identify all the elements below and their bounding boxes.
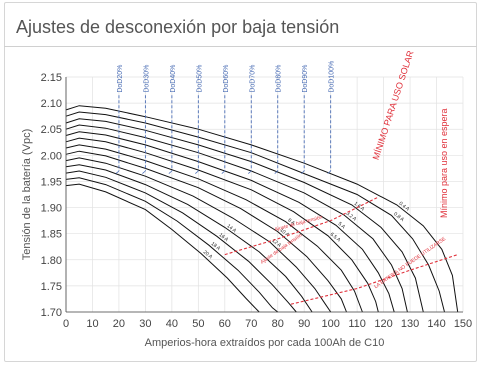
- dod-label: DoD60%: [223, 65, 230, 93]
- x-tick-label: 20: [113, 318, 125, 330]
- y-tick-label: 2.05: [41, 124, 62, 136]
- discharge-curve: [65, 157, 332, 313]
- discharge-curve: [65, 170, 297, 313]
- y-tick-label: 1.80: [41, 255, 62, 267]
- dod-tick: [248, 170, 252, 174]
- curve-label: 10 A: [279, 227, 291, 238]
- dod-markers: DoD20% DoD30% DoD40% DoD50% DoD60% DoD70% DoD8…: [115, 61, 336, 174]
- discharge-curve: [65, 177, 279, 313]
- x-tick-label: 10: [86, 318, 98, 330]
- dod-label: DoD30%: [143, 65, 150, 93]
- dod-label: DoD50%: [196, 65, 203, 93]
- dod-tick: [168, 170, 173, 174]
- threshold-line: [224, 196, 379, 256]
- discharge-curve: [65, 131, 395, 313]
- discharge-curves: 0.4 A0.8 A1.6 A3.2 A5 A6.5 A8 A10 A12 A1…: [65, 105, 459, 313]
- dod-tick: [274, 170, 278, 174]
- x-tick-label: 110: [348, 318, 366, 330]
- dod-label: DoD100%: [329, 61, 336, 93]
- dod-tick: [142, 170, 146, 174]
- y-tick-label: 1.95: [41, 176, 62, 188]
- chart-frame: [4, 2, 477, 362]
- y-tick-label: 2.10: [41, 98, 62, 110]
- curve-label: 12 A: [271, 238, 283, 249]
- x-tick-label: 30: [139, 318, 151, 330]
- title-separator: [4, 46, 477, 47]
- x-tick-label: 0: [63, 318, 69, 330]
- x-tick-label: 130: [401, 318, 419, 330]
- y-tick-label: 2.15: [41, 72, 62, 84]
- curve-label: 16 A: [218, 232, 230, 243]
- discharge-curve: [65, 144, 363, 313]
- y-tick-label: 1.70: [41, 307, 62, 319]
- annotations: MÍNIMO PARA USO SOLAR Mínimo para uso en …: [224, 49, 458, 305]
- x-tick-label: 80: [272, 318, 284, 330]
- x-tick-label: 40: [166, 318, 178, 330]
- discharge-curve: [65, 183, 260, 313]
- label-minimo-solar: MÍNIMO PARA USO SOLAR: [371, 49, 416, 161]
- threshold-line: [290, 254, 458, 305]
- axes: 0 10 20 30 40 50 60 70 80 90 100 110 120 130 140 150 1.7…: [41, 72, 473, 330]
- discharge-curve: [65, 111, 445, 313]
- discharge-curve: [65, 124, 408, 313]
- discharge-curve: [65, 137, 379, 313]
- y-tick-label: 2.00: [41, 150, 62, 162]
- y-tick-label: 1.75: [41, 281, 62, 293]
- curve-label: 20 A: [202, 249, 214, 260]
- dod-tick: [327, 170, 331, 174]
- dod-label: DoD40%: [170, 65, 177, 93]
- x-tick-label: 150: [454, 318, 472, 330]
- x-tick-label: 90: [298, 318, 310, 330]
- dod-label: DoD70%: [249, 65, 256, 93]
- curve-label: 8 A: [286, 218, 296, 228]
- curve-label: 18 A: [210, 241, 222, 252]
- dod-tick: [195, 170, 199, 174]
- x-tick-label: 120: [374, 318, 392, 330]
- x-tick-label: 100: [321, 318, 339, 330]
- dod-tick: [115, 170, 120, 174]
- y-tick-label: 1.85: [41, 229, 62, 241]
- x-tick-label: 60: [219, 318, 231, 330]
- x-tick-label: 50: [192, 318, 204, 330]
- x-tick-label: 70: [245, 318, 257, 330]
- y-axis-label: Tensión de la batería (Vpc): [21, 129, 33, 260]
- x-axis-label: Amperios-hora extraídos por cada 100Ah d…: [145, 337, 385, 349]
- dod-tick: [300, 170, 305, 174]
- label-baja-tension-1: Ajuste de baja tensión: [274, 214, 323, 233]
- label-minimo-espera: Mínimo para uso en espera: [439, 108, 449, 218]
- dod-label: DoD80%: [276, 65, 283, 93]
- dod-tick: [221, 170, 226, 174]
- curve-label: 14 A: [226, 223, 238, 234]
- dod-label: DoD90%: [302, 65, 309, 93]
- dod-label: DoD20%: [117, 65, 124, 93]
- curve-label: 0.8 A: [392, 211, 405, 223]
- curve-label: 5 A: [337, 221, 347, 231]
- label-baja-tension-2: Ajuste de baja tensión: [260, 232, 304, 265]
- discharge-curve: [65, 150, 347, 313]
- y-tick-label: 1.90: [41, 203, 62, 215]
- chart-title: Ajustes de desconexión por baja tensión: [16, 17, 340, 37]
- discharge-curve: [65, 118, 424, 313]
- x-tick-label: 140: [427, 318, 445, 330]
- discharge-curve: [65, 164, 313, 313]
